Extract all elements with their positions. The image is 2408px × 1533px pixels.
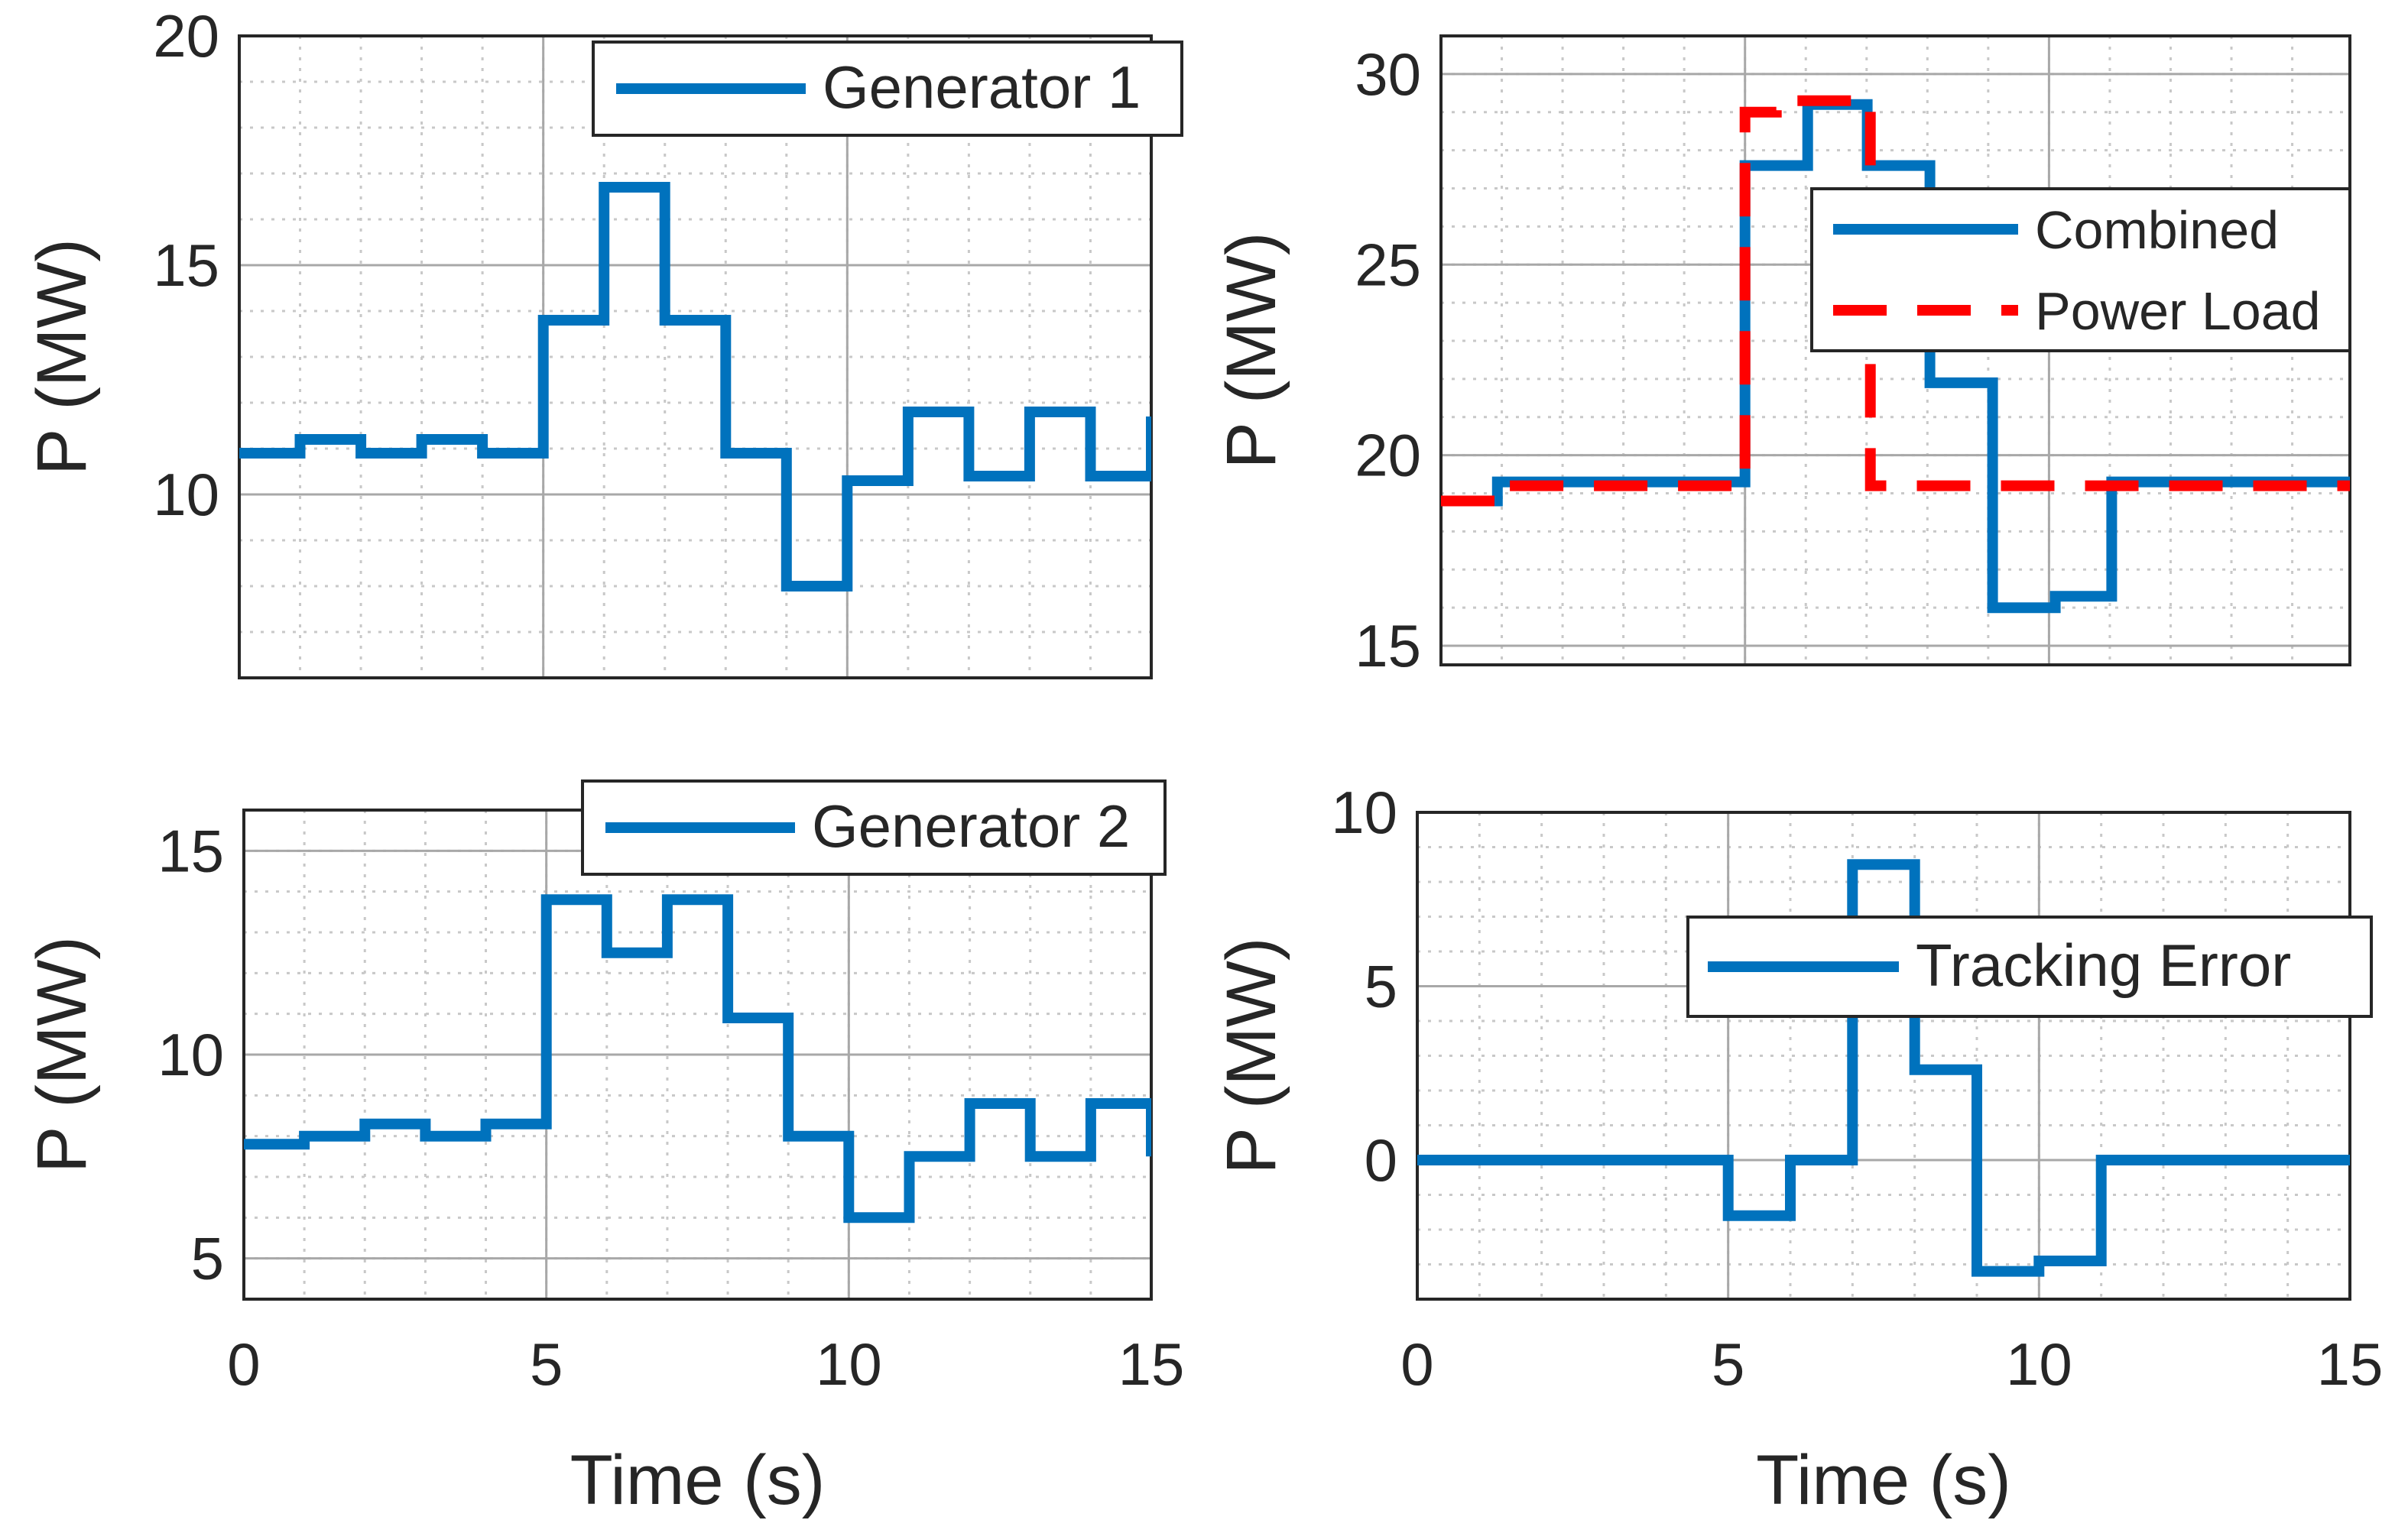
axes-frame — [238, 34, 1153, 679]
x-tick-label: 5 — [530, 1330, 563, 1398]
legend-label: Generator 1 — [823, 53, 1141, 121]
y-tick-label: 20 — [153, 2, 219, 70]
y-tick-label: 15 — [157, 817, 224, 884]
legend-label: Tracking Error — [1916, 932, 2291, 999]
legend: Combined Power Load — [1810, 187, 2351, 352]
y-tick-label: 10 — [157, 1021, 224, 1088]
y-tick-label: 15 — [1355, 612, 1421, 679]
x-tick-label: 5 — [1712, 1330, 1744, 1398]
legend: Generator 2 — [581, 779, 1167, 876]
x-tick-label: 10 — [816, 1330, 882, 1398]
y-tick-label: 5 — [191, 1225, 224, 1292]
legend-box — [1810, 187, 2351, 352]
series-line-generator-2 — [244, 894, 1151, 1223]
y-axis-label: P (MW) — [1212, 232, 1290, 468]
x-axis-label: Time (s) — [1756, 1441, 2011, 1519]
chart-panel-top-right: 15 20 25 30 P (MW) Combined Power Load — [1212, 34, 2351, 679]
legend-label: Combined — [2035, 200, 2279, 260]
y-tick-label: 30 — [1355, 41, 1421, 108]
y-axis-label: P (MW) — [23, 936, 101, 1173]
y-tick-label: 25 — [1355, 231, 1421, 298]
x-axis-label: Time (s) — [570, 1441, 826, 1519]
y-tick-label: 10 — [153, 461, 219, 528]
chart-panel-bottom-right: 0 5 10 0 5 10 15 P (MW) Time (s) Tracking Error — [1212, 779, 2383, 1519]
legend: Generator 1 — [592, 41, 1183, 137]
y-tick-label: 5 — [1365, 953, 1397, 1020]
legend-label: Power Load — [2035, 281, 2321, 341]
x-tick-label: 15 — [1118, 1330, 1185, 1398]
y-axis-label: P (MW) — [23, 238, 101, 475]
legend-label: Generator 2 — [812, 792, 1130, 860]
series-line-generator-1 — [239, 182, 1151, 591]
y-axis-label: P (MW) — [1212, 937, 1290, 1174]
x-tick-label: 0 — [227, 1330, 260, 1398]
y-tick-label: 20 — [1355, 422, 1421, 489]
legend: Tracking Error — [1686, 916, 2373, 1018]
x-tick-label: 15 — [2317, 1330, 2384, 1398]
x-tick-label: 0 — [1400, 1330, 1433, 1398]
plot-area — [1417, 812, 2350, 1299]
y-tick-label: 10 — [1331, 779, 1397, 846]
axes-frame — [1416, 811, 2351, 1301]
y-tick-label: 0 — [1365, 1126, 1397, 1194]
y-tick-label: 15 — [153, 232, 219, 299]
chart-panel-top-left: 10 15 20 P (MW) Generator 1 — [23, 2, 1183, 679]
x-tick-label: 10 — [2006, 1330, 2072, 1398]
